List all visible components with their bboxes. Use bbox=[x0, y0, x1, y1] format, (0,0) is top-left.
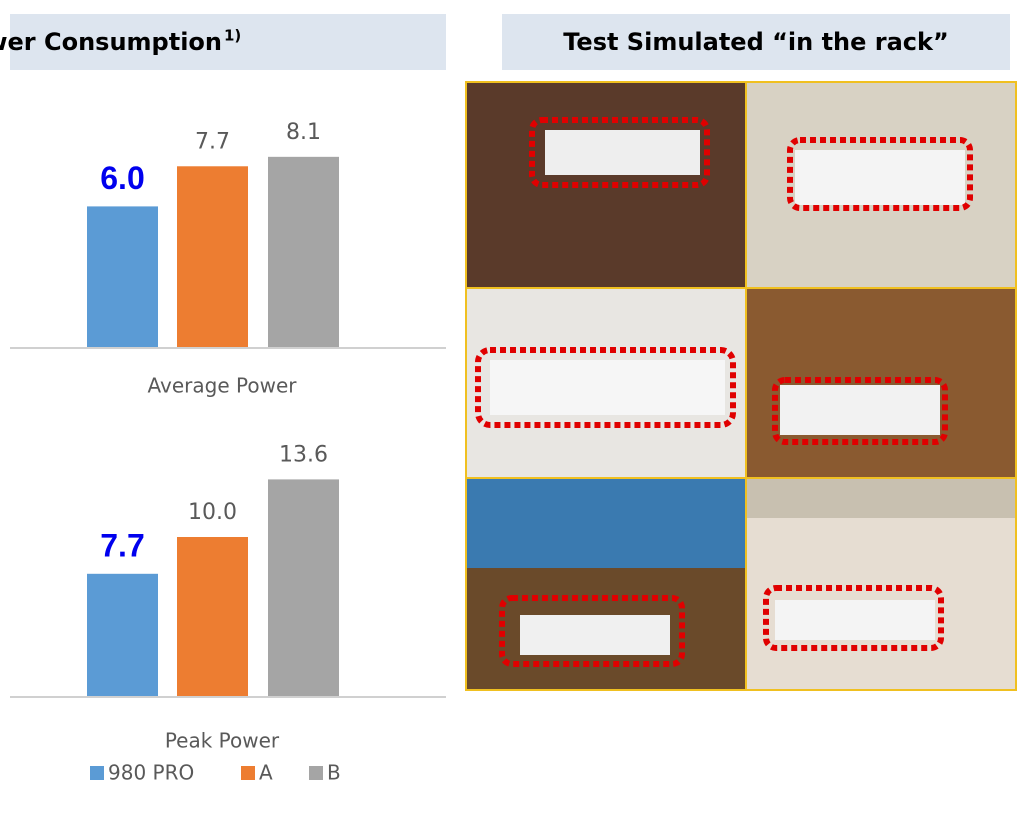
legend-label: B bbox=[327, 761, 341, 785]
legend-swatch bbox=[241, 766, 255, 780]
value-label: 6.0 bbox=[100, 160, 144, 196]
value-label: 7.7 bbox=[100, 527, 144, 563]
right-header-box bbox=[502, 14, 1010, 70]
left-header-box bbox=[10, 14, 446, 70]
bar bbox=[177, 537, 248, 697]
legend-label: A bbox=[259, 761, 273, 785]
bar bbox=[177, 166, 248, 348]
footnote-mark: 1) bbox=[224, 27, 241, 45]
x-axis-label: Average Power bbox=[148, 374, 298, 398]
bar bbox=[87, 206, 158, 348]
legend-label: 980 PRO bbox=[108, 761, 194, 785]
x-axis-label: Peak Power bbox=[165, 729, 280, 753]
value-label: 8.1 bbox=[286, 120, 321, 145]
value-label: 13.6 bbox=[279, 442, 328, 467]
value-label: 7.7 bbox=[195, 129, 230, 154]
photo-grid bbox=[465, 81, 1017, 691]
value-label: 10.0 bbox=[188, 500, 237, 525]
legend-swatch bbox=[90, 766, 104, 780]
bar bbox=[268, 156, 339, 348]
bar bbox=[268, 479, 339, 697]
bar bbox=[87, 573, 158, 697]
legend-swatch bbox=[309, 766, 323, 780]
left-title: Power Consumption bbox=[0, 28, 222, 56]
right-title: Test Simulated “in the rack” bbox=[563, 28, 949, 56]
